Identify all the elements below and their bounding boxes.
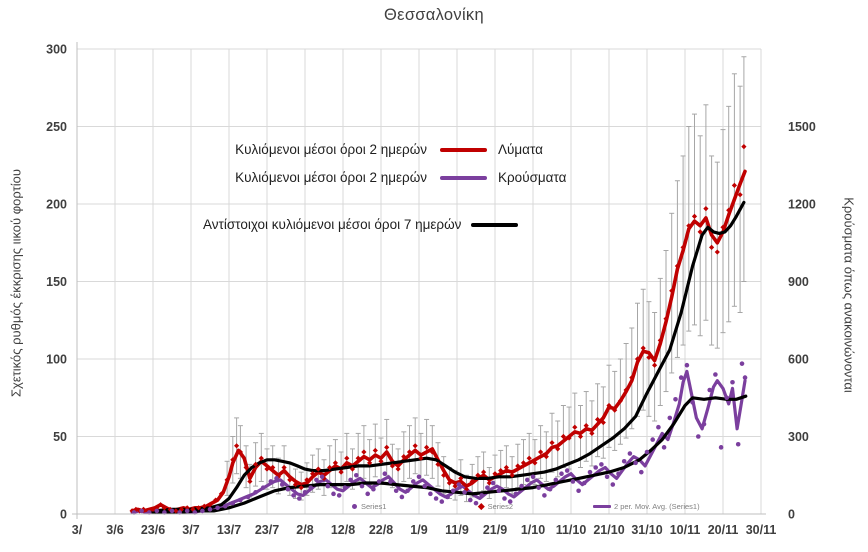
- mini-legend-moving-avg-label: 2 per. Mov. Avg. (Series1): [614, 502, 700, 511]
- x-axis-tick-label: 3/7: [182, 523, 199, 537]
- left-axis-tick-label: 300: [46, 43, 67, 57]
- x-axis-tick-label: 31/10: [631, 523, 662, 537]
- mini-legend-series2: Series2: [478, 502, 514, 511]
- x-axis-tick-label: 23/6: [141, 523, 165, 537]
- x-axis-tick-label: 1/9: [410, 523, 427, 537]
- right-axis-tick-label: 300: [788, 430, 809, 444]
- x-axis-tick-label: 20/11: [708, 523, 739, 537]
- right-axis-tick-label: 1200: [788, 198, 816, 212]
- left-axis-tick-label: 200: [46, 198, 67, 212]
- x-axis-tick-label: 11/9: [445, 523, 469, 537]
- right-axis-tick-label: 0: [788, 508, 795, 522]
- legend-text-wastewater: Κυλιόμενοι μέσοι όροι 2 ημερών: [235, 142, 427, 157]
- mini-legend-moving-avg: 2 per. Mov. Avg. (Series1): [593, 502, 700, 511]
- right-axis-tick-label: 600: [788, 353, 809, 367]
- series1-dot-icon: [352, 504, 357, 509]
- left-axis-tick-label: 50: [53, 430, 67, 444]
- x-axis-tick-label: 11/10: [556, 523, 587, 537]
- mini-legend-series2-label: Series2: [487, 502, 514, 511]
- chart-title: Θεσσαλονίκη: [384, 6, 484, 24]
- x-axis-tick-label: 30/11: [746, 523, 777, 537]
- legend-text-cases: Κυλιόμενοι μέσοι όροι 2 ημερών: [235, 170, 427, 185]
- right-axis-tick-label: 1500: [788, 120, 816, 134]
- legend-row-7day: Αντίστοιχοι κυλιόμενοι μέσοι όροι 7 ημερ…: [203, 217, 529, 232]
- left-axis-title: Σχετικός ρυθμός έκκρισης ιικού φορτίου: [8, 169, 24, 397]
- x-axis-tick-label: 2/8: [296, 523, 313, 537]
- cases-line-sample-icon: [440, 175, 487, 180]
- x-axis-tick-label: 12/8: [331, 523, 355, 537]
- series2-diamond-icon: [478, 503, 485, 510]
- moving-avg-line-icon: [593, 505, 611, 508]
- x-axis-tick-label: 3/: [72, 523, 83, 537]
- x-axis-tick-label: 1/10: [521, 523, 545, 537]
- left-axis-tick-label: 150: [46, 275, 67, 289]
- right-axis-tick-label: 900: [788, 275, 809, 289]
- wastewater-7day-line: [151, 200, 746, 513]
- avg7-line-sample-icon: [471, 222, 519, 227]
- right-axis-title: Κρούσματα όπως ανακοινώνονται: [841, 197, 857, 393]
- x-axis-tick-label: 21/10: [593, 523, 624, 537]
- legend-row-wastewater: Κυλιόμενοι μέσοι όροι 2 ημερών Λύματα: [197, 142, 543, 157]
- x-axis-tick-label: 21/9: [483, 523, 507, 537]
- cases-7day-line: [151, 394, 748, 515]
- x-axis-tick-label: 22/8: [369, 523, 393, 537]
- x-axis-tick-label: 10/11: [670, 523, 701, 537]
- mini-legend-series1-label: Series1: [361, 502, 387, 511]
- legend-text-7day: Αντίστοιχοι κυλιόμενοι μέσοι όροι 7 ημερ…: [203, 217, 462, 232]
- x-axis-tick-label: 3/6: [106, 523, 123, 537]
- x-axis-tick-label: 23/7: [255, 523, 279, 537]
- mini-legend-series1: Series1: [352, 502, 386, 511]
- wastewater-line-sample-icon: [440, 147, 487, 152]
- legend-label-cases: Κρούσματα: [498, 170, 567, 185]
- left-axis-tick-label: 0: [60, 508, 67, 522]
- x-axis-tick-label: 13/7: [217, 523, 241, 537]
- legend-label-wastewater: Λύματα: [498, 142, 543, 157]
- left-axis-tick-label: 100: [46, 353, 67, 367]
- cases-daily-dots: [131, 361, 748, 515]
- legend-row-cases: Κυλιόμενοι μέσοι όροι 2 ημερών Κρούσματα: [197, 170, 566, 185]
- left-axis-tick-label: 250: [46, 120, 67, 134]
